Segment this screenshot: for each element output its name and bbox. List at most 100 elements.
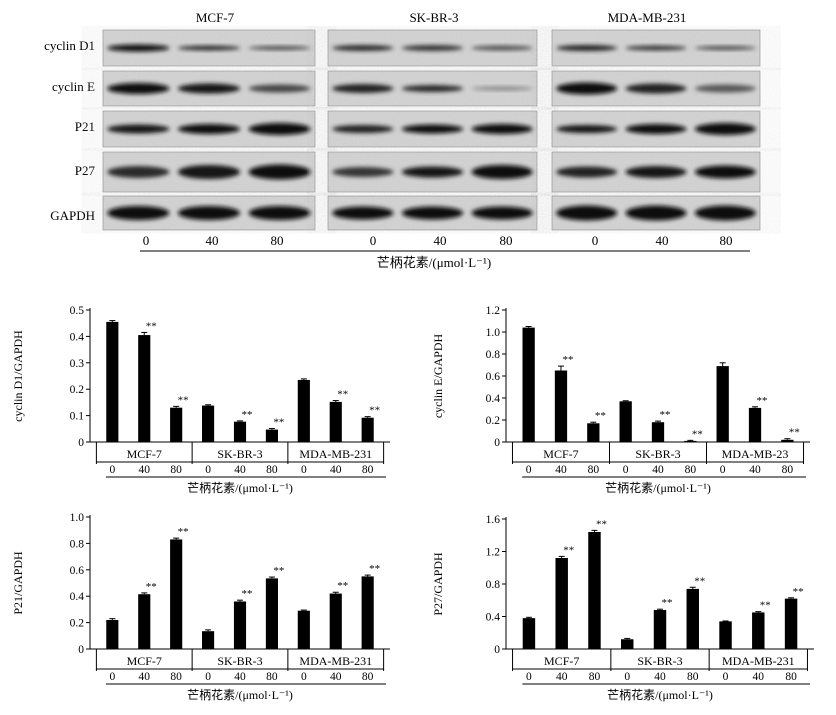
x-group-label: MCF-7 [543,447,578,461]
x-category-label: 0 [723,671,729,683]
y-tick-label: 0 [494,644,500,656]
blot-header-mdamb231: MDA-MB-231 [608,10,687,25]
significance-label: ** [146,320,157,332]
blot-dose-labels: 0 40 80 0 40 80 0 40 80 [143,233,733,248]
blot-dose-mda-40: 40 [656,233,669,248]
x-category-label: 80 [170,464,182,476]
blot-band-p21-mcf7-lane-3 [248,123,311,135]
x-category-label: 0 [109,671,115,683]
bar-MCF-7-0 [522,618,536,649]
significance-label: ** [273,417,284,429]
y-tick-label: 0.4 [70,331,85,343]
bar-MDA-MB-231-0 [719,621,732,649]
x-axis-label: 芒柄花素/(μmol·L⁻¹) [187,480,293,495]
blot-dose-mda-80: 80 [720,233,733,248]
x-group-label: MCF-7 [127,447,162,461]
y-tick-label: 0.1 [70,411,85,423]
x-group-label: MCF-7 [544,654,579,668]
blot-row-label-cyclin-d1: cyclin D1 [44,38,95,53]
blot-band-cyclin-d1-mcf7-lane-2 [177,45,241,51]
bar-SK-BR-3-40 [653,610,667,649]
blot-row-label-p27: P27 [75,163,96,178]
bar-MCF-7-0 [106,321,119,442]
blot-band-cyclin-d1-skbr3-lane-2 [401,45,464,51]
bar-SK-BR-3-40 [233,421,247,442]
x-group-label: MDA-MB-231 [299,447,372,461]
blot-images [102,29,761,231]
x-category-label: 40 [330,671,342,683]
significance-label: ** [760,600,771,612]
x-category-label: 0 [526,671,532,683]
blot-dose-skbr3-80: 80 [500,233,513,248]
x-group-label: MCF-7 [127,654,162,668]
blot-row-label-gapdh: GAPDH [50,208,95,223]
blot-dose-mda-0: 0 [592,233,599,248]
blot-band-p27-skbr3-lane-3 [471,165,533,179]
x-category-label: 0 [205,671,211,683]
blot-band-gapdh-mda-lane-2 [625,205,687,221]
blot-band-gapdh-skbr3-lane-2 [401,206,464,220]
y-tick-label: 0 [78,437,84,449]
significance-label: ** [694,575,705,587]
bar-SK-BR-3-80 [686,588,699,649]
significance-label: ** [242,588,253,600]
blot-band-gapdh-mcf7-lane-3 [248,206,311,220]
bar-MCF-7-0 [106,619,119,649]
y-tick-label: 0.4 [486,393,501,405]
x-category-label: 80 [588,464,600,476]
blot-band-cyclin-e-mda-lane-1 [556,82,618,95]
y-tick-label: 0.4 [70,591,85,603]
significance-label: ** [562,354,573,366]
x-category-label: 40 [654,671,666,683]
significance-label: ** [563,544,574,556]
y-tick-label: 1.2 [486,547,501,559]
significance-label: ** [369,405,380,417]
blot-band-p27-skbr3-lane-1 [332,167,394,177]
x-category-label: 40 [330,464,342,476]
blot-band-p27-mcf7-lane-3 [248,164,311,180]
x-category-label: 80 [785,671,797,683]
bar-MCF-7-0 [522,327,535,442]
y-tick-label: 0.4 [486,612,501,624]
blot-band-cyclin-d1-mda-lane-1 [556,45,618,51]
y-tick-label: 0.5 [70,305,85,317]
x-group-label: SK-BR-3 [635,447,680,461]
blot-band-gapdh-mda-lane-1 [556,205,618,221]
blot-dose-mcf7-40: 40 [206,233,219,248]
blot-band-cyclin-d1-mda-lane-3 [694,46,756,50]
x-category-label: 40 [556,671,568,683]
significance-label: ** [596,518,607,530]
blot-dose-mcf7-0: 0 [143,233,150,248]
x-axis-label: 芒柄花素/(μmol·L⁻¹) [605,480,711,495]
x-category-label: 40 [139,464,151,476]
x-group-label: MDA-MB-23 [722,447,789,461]
x-category-label: 80 [362,464,374,476]
blot-header-skbr3: SK-BR-3 [409,10,458,25]
y-tick-label: 0.2 [486,415,501,427]
x-category-label: 40 [555,464,567,476]
significance-label: ** [595,410,606,422]
y-tick-label: 0.8 [486,579,501,591]
blot-band-cyclin-e-mcf7-lane-3 [248,84,311,93]
blot-band-gapdh-skbr3-lane-3 [471,206,533,220]
chart-p21: 0 0.2 0.4 0.6 0.8 1.0 P21/GAPDH 0 ** 40 ** 80 MCF-7 0… [11,512,390,702]
x-category-label: 0 [623,464,629,476]
blot-band-gapdh-mda-lane-3 [694,205,756,221]
bar-MDA-MB-231-0 [297,379,310,442]
blot-band-p21-mcf7-lane-2 [177,124,241,134]
blot-x-axis-label: 芒柄花素/(μmol·L⁻¹) [377,255,492,270]
blot-band-cyclin-d1-mcf7-lane-1 [107,44,170,52]
bar-SK-BR-3-80 [265,429,278,442]
blot-band-gapdh-skbr3-lane-1 [332,206,394,220]
bar-MDA-MB-231-40 [752,612,765,649]
x-category-label: 80 [170,671,182,683]
x-category-label: 40 [753,671,765,683]
blot-band-p27-mcf7-lane-1 [107,166,170,178]
y-tick-label: 0 [78,644,84,656]
x-axis-label: 芒柄花素/(μmol·L⁻¹) [607,687,713,702]
y-tick-label: 0 [494,437,500,449]
significance-label: ** [242,409,253,421]
x-category-label: 80 [266,464,278,476]
x-category-label: 80 [266,671,278,683]
blot-band-p27-skbr3-lane-2 [401,166,464,178]
